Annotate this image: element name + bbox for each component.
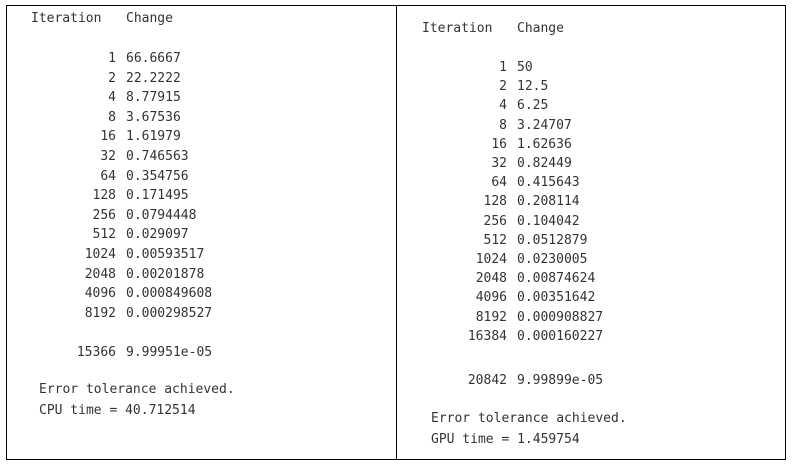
gpu-tolerance-message: Error tolerance achieved. bbox=[431, 411, 627, 426]
table-row-change: 0.0230005 bbox=[517, 252, 588, 267]
table-row-iteration: 32 bbox=[100, 149, 116, 164]
table-row-iteration: 1024 bbox=[84, 247, 116, 262]
table-row-change: 0.171495 bbox=[126, 188, 189, 204]
table-row-iteration: 8192 bbox=[475, 309, 507, 325]
table-row-iteration: 2048 bbox=[475, 271, 507, 287]
table-row-change: 0.746563 bbox=[126, 149, 189, 164]
table-row-iteration: 1024 bbox=[475, 252, 507, 267]
table-row-iteration: 128 bbox=[92, 188, 116, 204]
table-row-iteration: 256 bbox=[483, 213, 507, 229]
table-row-change: 1.62636 bbox=[517, 136, 572, 152]
cpu-final-iteration: 15366 bbox=[76, 345, 116, 360]
cpu-header-change: Change bbox=[126, 11, 173, 26]
table-row-change: 0.029097 bbox=[126, 227, 189, 243]
cpu-tolerance-message: Error tolerance achieved. bbox=[39, 382, 235, 397]
table-row-iteration: 1 bbox=[499, 60, 507, 75]
table-row-change: 0.104042 bbox=[517, 213, 580, 229]
table-row-iteration: 2 bbox=[499, 79, 507, 95]
table-row-iteration: 32 bbox=[491, 156, 507, 171]
table-row-change: 3.24707 bbox=[517, 117, 572, 133]
table-row-change: 0.000908827 bbox=[517, 309, 604, 325]
table-row-change: 3.67536 bbox=[126, 109, 181, 125]
cpu-header-iteration: Iteration bbox=[31, 11, 102, 26]
cpu-output-panel: Iteration Change 1 66.6667 2 22.2222 4 8.7791… bbox=[6, 5, 396, 460]
table-row-iteration: 4096 bbox=[84, 286, 116, 302]
panel-divider bbox=[396, 5, 397, 460]
table-row-iteration: 4 bbox=[499, 98, 507, 114]
table-row-change: 0.00874624 bbox=[517, 271, 596, 287]
table-row-change: 6.25 bbox=[517, 98, 549, 114]
table-row-change: 0.0512879 bbox=[517, 232, 588, 248]
table-row-change: 50 bbox=[517, 60, 533, 75]
table-row-iteration: 16 bbox=[491, 136, 507, 152]
gpu-header-iteration: Iteration bbox=[422, 21, 493, 36]
table-row-iteration: 8 bbox=[499, 117, 507, 133]
table-row-change: 0.000160227 bbox=[517, 328, 604, 344]
table-row-change: 0.000849608 bbox=[126, 286, 213, 302]
table-row-change: 8.77915 bbox=[126, 90, 181, 106]
table-row-iteration: 64 bbox=[491, 175, 507, 191]
table-row-change: 0.208114 bbox=[517, 194, 580, 210]
table-row-iteration: 4096 bbox=[475, 290, 507, 306]
table-row-iteration: 8192 bbox=[84, 305, 116, 321]
table-row-change: 0.00201878 bbox=[126, 266, 205, 282]
gpu-output-panel: Iteration Change 1 50 2 12.5 4 6.25 8 3.24707 16… bbox=[397, 5, 786, 460]
table-row-change: 1.61979 bbox=[126, 129, 181, 145]
table-row-iteration: 256 bbox=[92, 207, 116, 223]
table-row-change: 12.5 bbox=[517, 79, 549, 95]
table-row-iteration: 128 bbox=[483, 194, 507, 210]
gpu-final-iteration: 20842 bbox=[467, 373, 507, 388]
table-row-change: 0.000298527 bbox=[126, 305, 213, 321]
table-row-change: 66.6667 bbox=[126, 51, 181, 66]
table-row-change: 0.354756 bbox=[126, 168, 189, 184]
table-row-change: 0.00351642 bbox=[517, 290, 596, 306]
table-row-iteration: 4 bbox=[108, 90, 116, 106]
table-row-change: 0.82449 bbox=[517, 156, 572, 171]
table-row-iteration: 512 bbox=[92, 227, 116, 243]
table-row-iteration: 16 bbox=[100, 129, 116, 145]
table-row-change: 0.0794448 bbox=[126, 207, 197, 223]
gpu-header-change: Change bbox=[517, 21, 564, 36]
table-row-iteration: 2 bbox=[108, 70, 116, 86]
cpu-time: CPU time = 40.712514 bbox=[39, 403, 196, 418]
table-row-iteration: 1 bbox=[108, 51, 116, 66]
gpu-final-change: 9.99899e-05 bbox=[517, 373, 604, 388]
table-row-iteration: 64 bbox=[100, 168, 116, 184]
gpu-time: GPU time = 1.459754 bbox=[431, 432, 580, 447]
table-row-change: 0.415643 bbox=[517, 175, 580, 191]
table-row-change: 22.2222 bbox=[126, 70, 181, 86]
table-row-iteration: 2048 bbox=[84, 266, 116, 282]
table-row-change: 0.00593517 bbox=[126, 247, 205, 262]
table-row-iteration: 16384 bbox=[467, 328, 507, 344]
table-row-iteration: 512 bbox=[483, 232, 507, 248]
table-row-iteration: 8 bbox=[108, 109, 116, 125]
cpu-final-change: 9.99951e-05 bbox=[126, 345, 213, 360]
